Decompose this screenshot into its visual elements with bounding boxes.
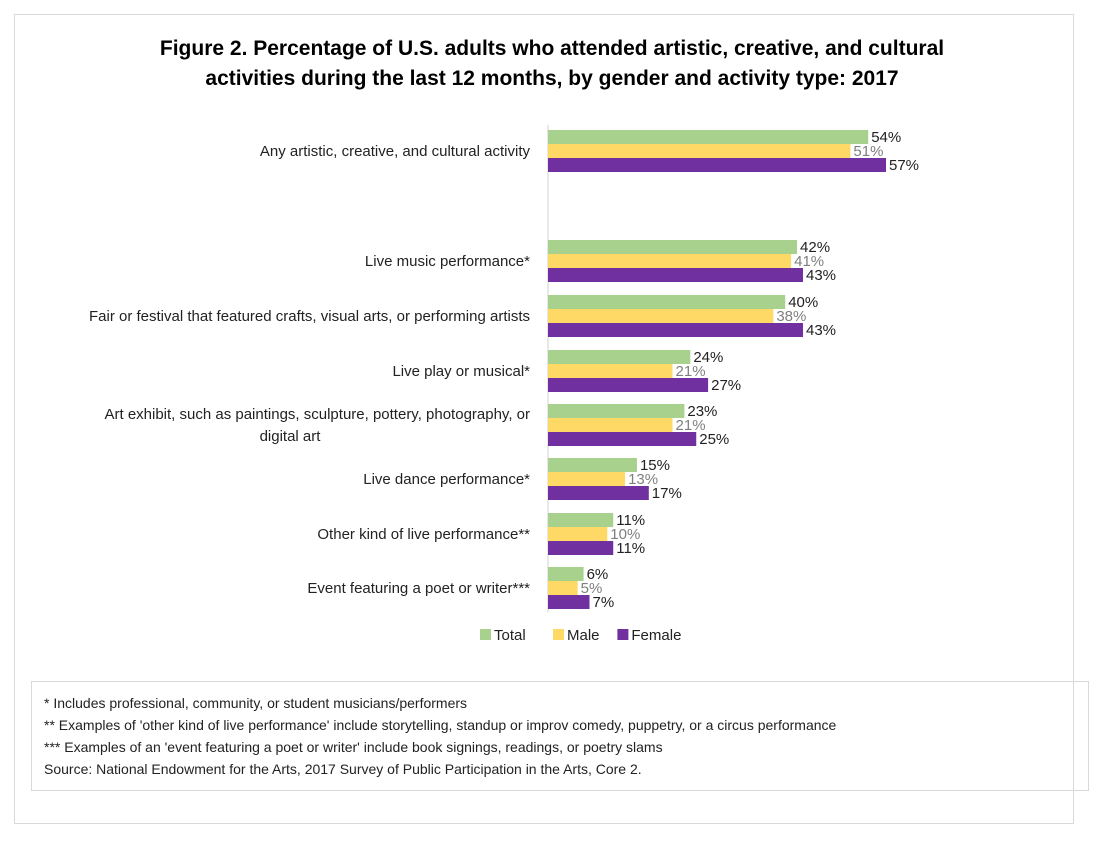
note-2: ** Examples of 'other kind of live perfo… (44, 717, 837, 733)
bar-male (548, 364, 673, 378)
data-label: 13% (628, 471, 658, 488)
category-label: Live dance performance* (363, 471, 530, 488)
bar-male (548, 418, 673, 432)
bar-female (548, 541, 614, 555)
bar-male (548, 144, 851, 158)
bar-female (548, 595, 590, 609)
bar-total (548, 513, 614, 527)
bar-total (548, 350, 691, 364)
data-label: 25% (699, 431, 729, 448)
legend-label: Total (494, 627, 526, 644)
data-label: 57% (889, 157, 919, 174)
category-label: Any artistic, creative, and cultural act… (260, 143, 531, 160)
bar-total (548, 567, 584, 581)
notes-box: * Includes professional, community, or s… (31, 681, 1089, 791)
data-label: 6% (587, 566, 609, 583)
bar-total (548, 240, 798, 254)
bar-total (548, 295, 786, 309)
chart-title-line-2: activities during the last 12 months, by… (205, 67, 899, 90)
data-label: 42% (800, 239, 830, 256)
data-label: 38% (776, 308, 806, 325)
legend-swatch-male (553, 629, 564, 640)
category-label: Event featuring a poet or writer*** (307, 580, 530, 597)
data-label: 23% (687, 403, 717, 420)
bar-female (548, 486, 649, 500)
bar-male (548, 472, 626, 486)
bar-male (548, 527, 608, 541)
bar-chart: Any artistic, creative, and cultural act… (89, 125, 919, 644)
data-label: 11% (616, 512, 645, 529)
legend-label: Male (567, 627, 600, 644)
bar-total (548, 458, 637, 472)
data-label: 21% (676, 417, 706, 434)
note-3: *** Examples of an 'event featuring a po… (44, 739, 663, 755)
bar-total (548, 130, 869, 144)
bar-male (548, 309, 774, 323)
bar-female (548, 378, 709, 392)
note-1: * Includes professional, community, or s… (44, 695, 468, 711)
data-label: 43% (806, 267, 836, 284)
legend-label: Female (631, 627, 681, 644)
bar-female (548, 158, 887, 172)
category-label: digital art (260, 428, 322, 445)
data-label: 11% (616, 540, 645, 557)
data-label: 40% (788, 294, 818, 311)
bar-total (548, 404, 685, 418)
bar-male (548, 254, 792, 268)
category-label: Live music performance* (365, 253, 530, 270)
data-label: 27% (711, 377, 741, 394)
data-label: 51% (853, 143, 883, 160)
data-label: 41% (794, 253, 824, 270)
source-note: Source: National Endowment for the Arts,… (44, 761, 642, 777)
data-label: 15% (640, 457, 670, 474)
category-label: Fair or festival that featured crafts, v… (89, 308, 530, 325)
category-label: Art exhibit, such as paintings, sculptur… (104, 406, 530, 423)
data-label: 7% (593, 594, 615, 611)
data-label: 54% (871, 129, 901, 146)
category-label: Other kind of live performance** (317, 526, 530, 543)
bar-male (548, 581, 578, 595)
data-label: 43% (806, 322, 836, 339)
data-label: 24% (693, 349, 723, 366)
legend-swatch-total (480, 629, 491, 640)
data-label: 21% (676, 363, 706, 380)
bar-female (548, 323, 803, 337)
chart-frame (14, 14, 1074, 824)
legend-swatch-female (617, 629, 629, 640)
data-label: 17% (652, 485, 682, 502)
data-label: 5% (581, 580, 603, 597)
chart-title-line-1: Figure 2. Percentage of U.S. adults who … (159, 37, 945, 60)
chart-title: Figure 2. Percentage of U.S. adults who … (20, 34, 1084, 94)
bar-female (548, 432, 697, 446)
category-label: Live play or musical* (392, 363, 530, 380)
bar-female (548, 268, 803, 282)
data-label: 10% (610, 526, 640, 543)
